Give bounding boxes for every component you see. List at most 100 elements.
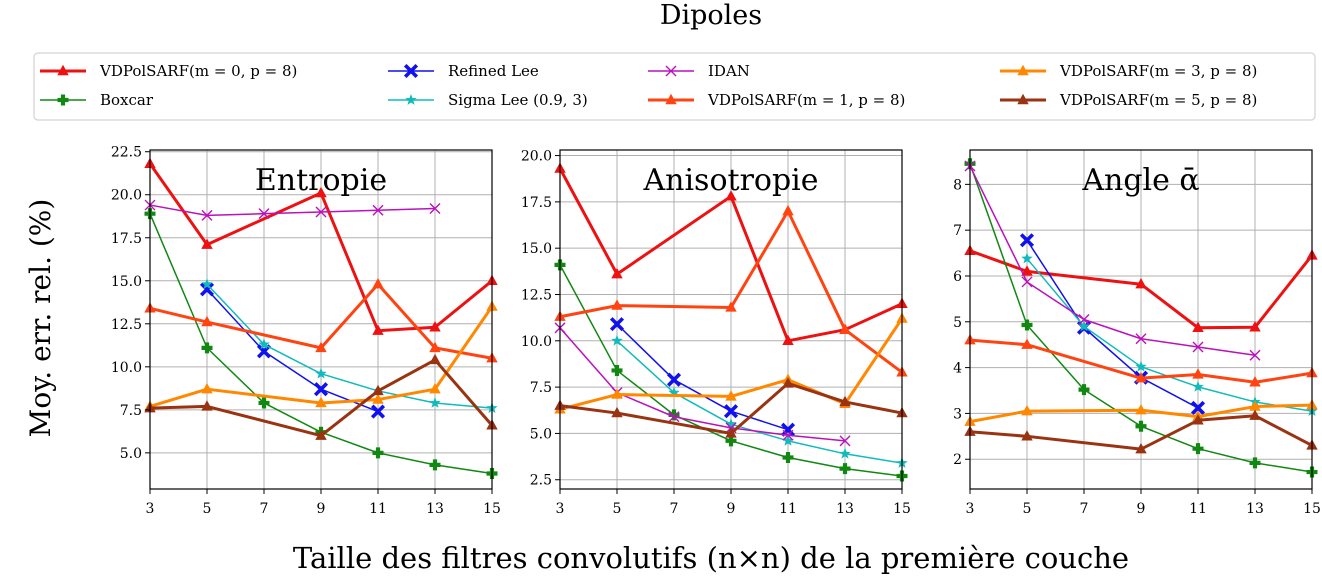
panel-anisotropie-vdpolsarf-m-1-p-8 <box>554 204 908 377</box>
x-tick-label: 11 <box>369 501 387 517</box>
panel-anisotropie-vdpolsarf-m-1-p-8-point <box>611 299 623 310</box>
legend-entry-sigma-lee-0-9-3-label: Sigma Lee (0.9, 3) <box>448 91 588 109</box>
x-axis-label: Taille des filtres convolutifs (n×n) de … <box>293 541 1129 575</box>
panel-entropie-vdpolsarf-m-3-p-8-point <box>201 382 213 394</box>
panel-anisotropie-vdpolsarf-m-0-p-8-point <box>611 267 623 279</box>
y-tick-label: 7 <box>953 223 962 239</box>
panel-entropie-vdpolsarf-m-1-p-8-point <box>429 341 441 353</box>
panel-anisotropie-vdpolsarf-m-5-p-8-point <box>611 406 623 418</box>
panel-entropie-vdpolsarf-m-3-p-8-point <box>429 382 441 394</box>
panel-angle-vdpolsarf-m-1-p-8-line <box>969 338 1313 384</box>
panel-angle-sigma-lee-0-9-3-point <box>1021 252 1033 264</box>
panel-entropie-boxcar-point <box>258 397 270 409</box>
x-tick-label: 7 <box>260 501 269 517</box>
panel-angle-vdpolsarf-m-5-p-8-point <box>1249 409 1261 420</box>
y-tick-label: 12.5 <box>111 317 142 333</box>
x-tick-label: 3 <box>966 501 975 517</box>
panel-anisotropie-boxcar-point <box>668 409 680 421</box>
panel-angle-idan-point <box>1192 341 1204 353</box>
y-tick-label: 5 <box>953 315 962 331</box>
panel-entropie-idan-line <box>149 204 436 217</box>
panel-anisotropie-boxcar-point <box>611 364 623 376</box>
y-tick-label: 20.0 <box>521 149 552 165</box>
panel-entropie-sigma-lee-0-9-3-line <box>206 283 493 409</box>
panel-entropie-idan-point <box>201 209 213 221</box>
panel-anisotropie-refined-lee-point <box>723 404 739 419</box>
panel-anisotropie-vdpolsarf-m-1-p-8-point <box>782 204 794 216</box>
y-tick-label: 6 <box>953 269 962 285</box>
panel-entropie-refined-lee <box>199 282 386 419</box>
panel-angle-sigma-lee-0-9-3-point <box>1192 380 1204 392</box>
panel-angle-vdpolsarf-m-1-p-8-point <box>1135 371 1147 383</box>
panel-angle-idan-line <box>969 165 1256 356</box>
x-tick-label: 15 <box>483 501 501 517</box>
legend-entry-idan-marker <box>665 65 677 77</box>
y-tick-label: 10.0 <box>521 334 552 350</box>
panel-angle-vdpolsarf-m-5-p-8-line <box>969 414 1313 451</box>
panel-angle-vdpolsarf-m-5-p-8-point <box>1135 442 1147 454</box>
panel-anisotropie: 3 5 7 9 11 13 15 2.5 5.0 7.5 10.0 12.5 15.0 17.5 20.0 A… <box>521 149 911 517</box>
legend-entry-sigma-lee-0-9-3-marker <box>405 94 417 105</box>
legend-entry-vdpolsarf-m-0-p-8: VDPolSARF(m = 0, p = 8) <box>40 62 297 80</box>
panel-entropie-vdpolsarf-m-0-p-8-point <box>315 186 327 198</box>
x-tick-label: 5 <box>1023 501 1032 517</box>
panel-angle-sigma-lee-0-9-3-line <box>1026 258 1313 412</box>
panel-entropie-vdpolsarf-m-3-p-8-point <box>372 393 384 404</box>
x-tick-label: 9 <box>1137 501 1146 517</box>
panel-angle-idan-point <box>1078 314 1090 325</box>
panel-entropie-title: Entropie <box>255 163 387 198</box>
x-tick-label: 11 <box>1189 501 1207 517</box>
y-tick-label: 20.0 <box>111 188 142 204</box>
x-tick-label: 7 <box>1080 501 1089 517</box>
panel-anisotropie-vdpolsarf-m-1-p-8-line <box>559 209 903 374</box>
legend-entry-vdpolsarf-m-5-p-8-marker <box>1017 93 1029 105</box>
panel-entropie-vdpolsarf-m-3-p-8-point <box>315 396 327 408</box>
panel-angle-refined-lee-line <box>1026 239 1199 409</box>
panel-anisotropie-vdpolsarf-m-0-p-8-line <box>558 167 903 343</box>
panel-anisotropie-vdpolsarf-m-0-p-8-point <box>725 190 737 201</box>
y-tick-label: 5.0 <box>530 426 552 442</box>
panel-angle-boxcar-point <box>1078 384 1090 396</box>
y-tick-label: 22.5 <box>111 145 142 161</box>
legend-entry-refined-lee-label: Refined Lee <box>448 62 539 80</box>
legend-entry-vdpolsarf-m-3-p-8: VDPolSARF(m = 3, p = 8) <box>1000 62 1257 80</box>
panel-anisotropie-refined-lee-line <box>616 323 789 431</box>
y-tick-label: 17.5 <box>111 231 142 247</box>
panel-entropie-vdpolsarf-m-1-p-8-point <box>201 315 213 327</box>
legend-box <box>33 52 1316 121</box>
panel-entropie-sigma-lee-0-9-3-point <box>258 338 270 350</box>
panel-entropie: 3 5 7 9 11 13 15 5.0 7.5 10.0 12.5 15.0 17.5 20.0 22.5… <box>111 145 501 517</box>
panel-angle-sigma-lee-0-9-3-point <box>1135 360 1147 372</box>
panel-angle-vdpolsarf-m-1-p-8-point <box>1021 338 1033 349</box>
panel-angle-vdpolsarf-m-0-p-8-point <box>1021 265 1033 276</box>
panel-angle-vdpolsarf-m-3-p-8-point <box>1249 400 1261 411</box>
panel-entropie-vdpolsarf-m-3-p-8-line <box>149 305 494 408</box>
panel-anisotropie-vdpolsarf-m-3-p-8-line <box>559 317 904 411</box>
x-tick-label: 11 <box>779 501 797 517</box>
panel-anisotropie-idan-point <box>668 411 680 423</box>
panel-angle-vdpolsarf-m-1-p-8-point <box>1192 368 1204 379</box>
panel-angle-title: Angle ᾱ <box>1081 163 1199 198</box>
panel-anisotropie-sigma-lee-0-9-3-point <box>725 418 737 430</box>
panel-anisotropie-vdpolsarf-m-1-p-8-point <box>839 323 851 334</box>
panel-entropie-boxcar-point <box>201 342 213 354</box>
legend-entry-boxcar-label: Boxcar <box>100 91 154 109</box>
panel-anisotropie-refined-lee-point <box>666 372 682 387</box>
legend-entry-vdpolsarf-m-1-p-8-label: VDPolSARF(m = 1, p = 8) <box>707 91 905 109</box>
panel-anisotropie-vdpolsarf-m-3-p-8-point <box>611 388 623 399</box>
legend-entry-boxcar-marker <box>57 94 69 106</box>
panel-angle-idan-point <box>1135 333 1147 345</box>
x-tick-label: 7 <box>670 501 679 517</box>
panel-angle-vdpolsarf-m-5-p-8-point <box>1021 430 1033 441</box>
legend-entry-vdpolsarf-m-5-p-8: VDPolSARF(m = 5, p = 8) <box>1000 91 1257 109</box>
panel-entropie-sigma-lee-0-9-3-point <box>315 367 327 379</box>
y-tick-label: 17.5 <box>521 195 552 211</box>
legend-entry-sigma-lee-0-9-3: Sigma Lee (0.9, 3) <box>388 91 588 109</box>
y-tick-label: 7.5 <box>120 403 142 419</box>
x-tick-label: 13 <box>426 501 444 517</box>
panel-angle-vdpolsarf-m-3-p-8-line <box>969 403 1313 424</box>
panel-entropie-boxcar-point <box>429 459 441 471</box>
panel-anisotropie-vdpolsarf-m-5-p-8-line <box>559 381 903 435</box>
panel-entropie-series <box>144 157 498 480</box>
panel-anisotropie-idan-line <box>559 327 846 442</box>
